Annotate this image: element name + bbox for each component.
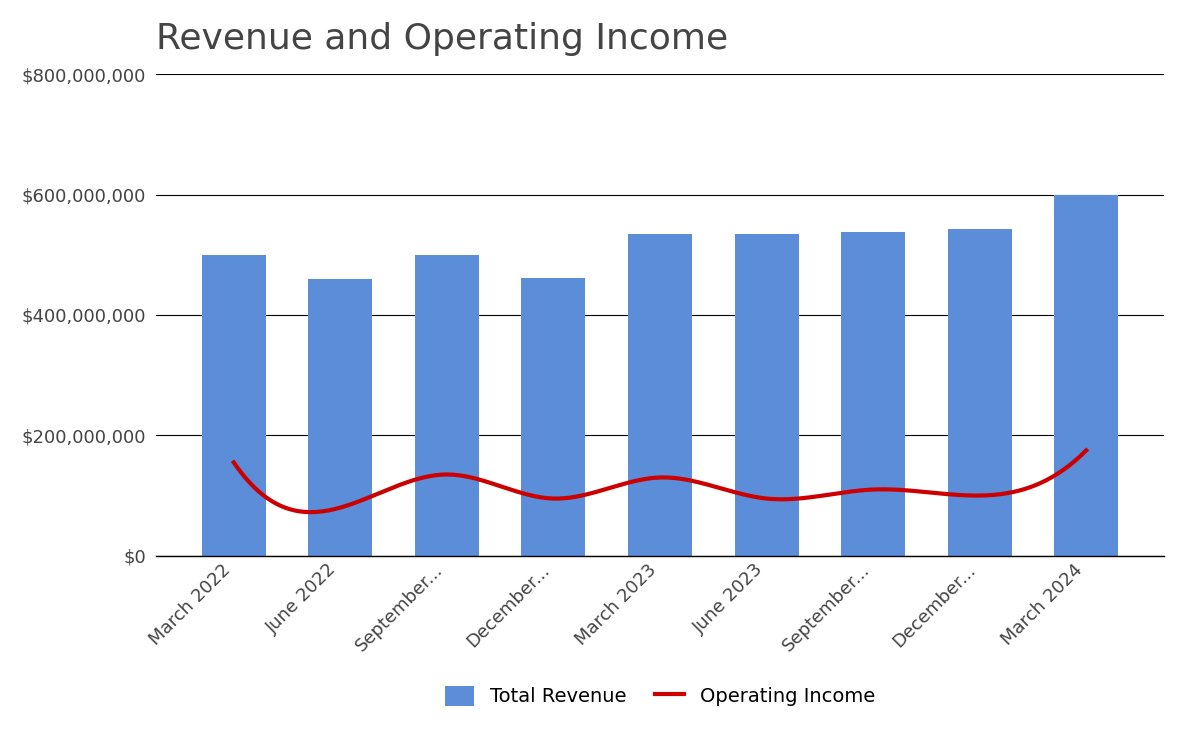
Bar xyxy=(1055,195,1118,556)
Operating Income xyxy=(227,458,241,467)
Bar xyxy=(948,229,1012,556)
Legend: Total Revenue, Operating Income: Total Revenue, Operating Income xyxy=(445,686,875,706)
Operating Income xyxy=(229,462,244,471)
Bar xyxy=(734,233,798,556)
Operating Income xyxy=(304,508,318,516)
Operating Income xyxy=(751,493,766,502)
Bar xyxy=(202,255,265,556)
Bar xyxy=(522,278,586,556)
Operating Income xyxy=(737,490,751,499)
Operating Income xyxy=(1079,446,1093,455)
Operating Income xyxy=(1002,488,1016,497)
Bar xyxy=(628,233,692,556)
Line: Operating Income: Operating Income xyxy=(234,451,1086,512)
Bar xyxy=(415,255,479,556)
Bar xyxy=(841,232,905,556)
Operating Income xyxy=(734,489,749,498)
Operating Income xyxy=(948,491,962,499)
Text: Revenue and Operating Income: Revenue and Operating Income xyxy=(156,22,728,56)
Bar xyxy=(308,279,372,556)
